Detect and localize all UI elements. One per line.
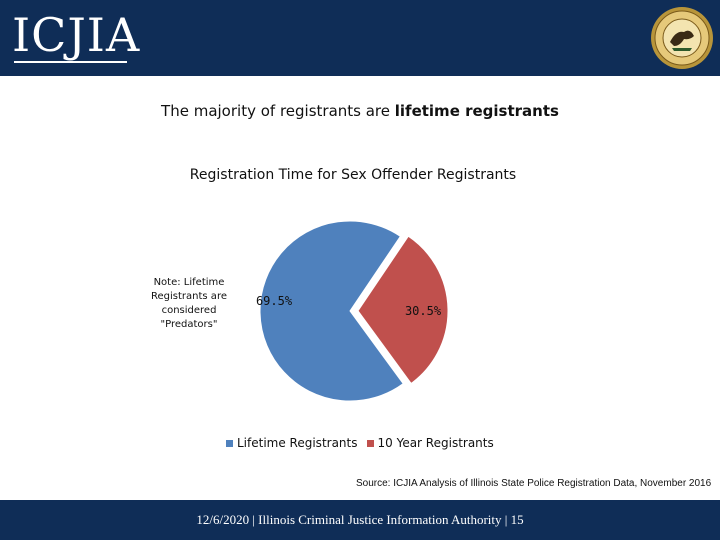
pie-slice-10-year xyxy=(357,235,449,385)
header-bar: ICJIA xyxy=(0,0,720,76)
headline-prefix: The majority of registrants are xyxy=(161,102,395,120)
data-label-10-year: 30.5% xyxy=(405,304,442,318)
legend-label-10-year: 10 Year Registrants xyxy=(377,436,494,450)
chart-legend: Lifetime Registrants 10 Year Registrants xyxy=(226,436,503,450)
legend-label-lifetime: Lifetime Registrants xyxy=(237,436,358,450)
legend-swatch-lifetime xyxy=(226,439,233,447)
source-note: Source: ICJIA Analysis of Illinois State… xyxy=(356,478,712,489)
chart-title: Registration Time for Sex Offender Regis… xyxy=(189,167,517,183)
icjia-logo: ICJIA xyxy=(12,8,141,62)
footer-text: 12/6/2020 | Illinois Criminal Justice In… xyxy=(196,512,524,527)
illinois-state-seal-icon xyxy=(651,7,713,69)
headline-emphasis: lifetime registrants xyxy=(394,102,559,120)
chart-note: Note: Lifetime Registrants are considere… xyxy=(151,277,227,330)
data-label-lifetime: 69.5% xyxy=(256,294,293,308)
footer-bar xyxy=(0,500,720,540)
legend-item-10-year: 10 Year Registrants xyxy=(366,436,494,450)
slide-headline: The majority of registrants are lifetime… xyxy=(0,102,720,120)
logo-underline xyxy=(14,61,127,63)
legend-swatch-10-year xyxy=(366,439,374,447)
pie-slice-lifetime xyxy=(259,220,404,402)
legend-item-lifetime: Lifetime Registrants xyxy=(226,436,358,450)
